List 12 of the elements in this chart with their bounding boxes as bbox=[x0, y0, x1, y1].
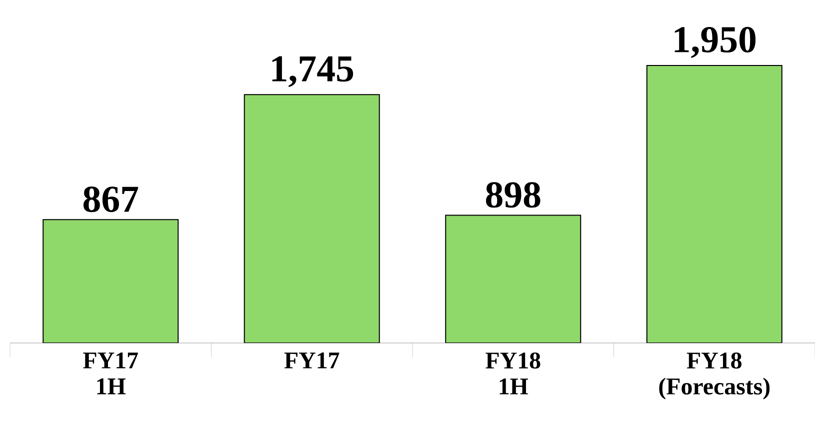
x-tick-label: FY18 (Forecasts) bbox=[659, 352, 770, 400]
data-label: 867 bbox=[83, 186, 138, 212]
x-tick-label: FY17 1H bbox=[83, 352, 138, 394]
bar bbox=[646, 64, 782, 343]
data-label: 898 bbox=[486, 182, 540, 208]
data-label: 1,745 bbox=[272, 56, 354, 88]
x-tick-label: FY17 bbox=[284, 352, 340, 368]
bar bbox=[42, 219, 179, 343]
bar bbox=[445, 214, 582, 343]
bar bbox=[244, 94, 380, 343]
data-label: 1,950 bbox=[674, 26, 756, 58]
x-tick-label: FY18 1H bbox=[486, 352, 540, 394]
